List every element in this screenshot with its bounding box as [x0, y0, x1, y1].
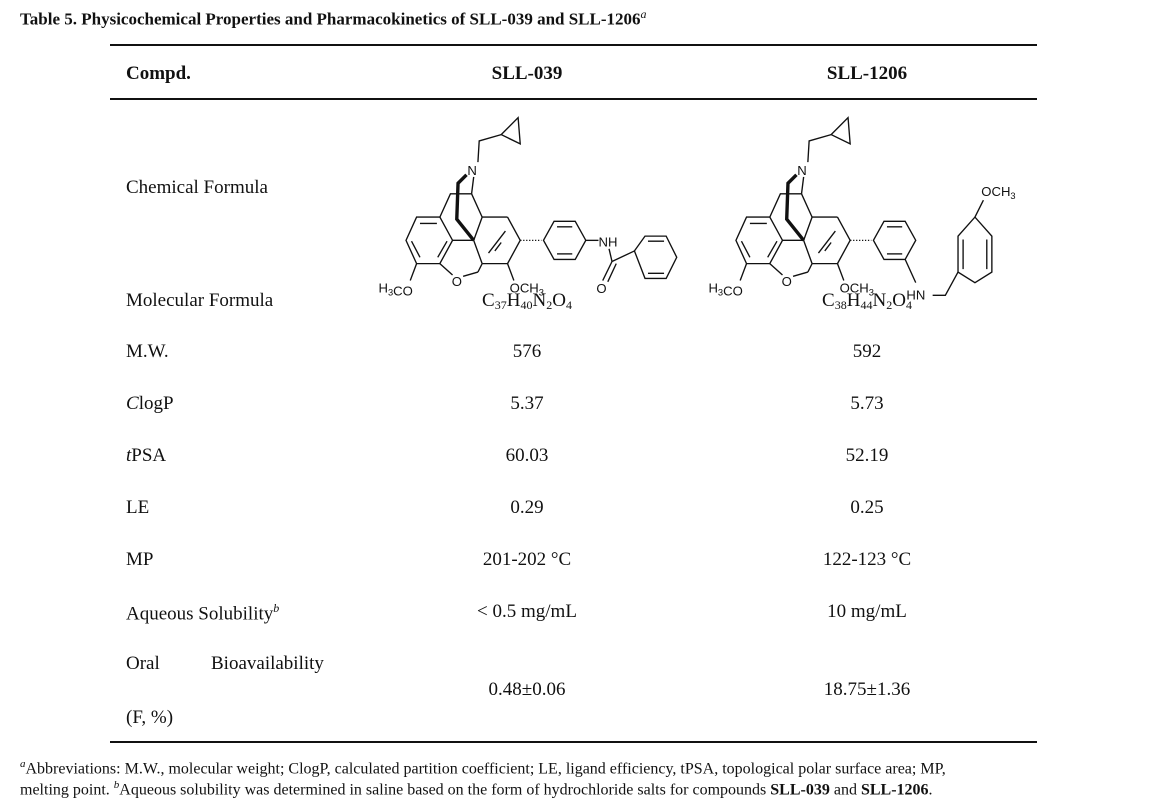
table-title: Table 5. Physicochemical Properties and … — [20, 7, 647, 29]
bioavailability-sll1206: 18.75±1.36 — [823, 679, 911, 700]
footnote-a: aAbbreviations: M.W., molecular weight; … — [20, 758, 946, 778]
row-label-f-percent: (F, %) — [126, 707, 174, 728]
solubility-sll039: < 0.5 mg/mL — [477, 601, 577, 622]
header-rule — [110, 98, 1037, 100]
row-label-tpsa: tPSA — [126, 445, 167, 466]
mw-sll1206: 592 — [852, 341, 882, 362]
row-label-chemical-formula: Chemical Formula — [126, 177, 268, 198]
row-label-mw: M.W. — [126, 341, 169, 362]
mp-sll039: 201-202 °C — [482, 549, 572, 570]
row-label-mp: MP — [126, 549, 154, 570]
n-atom: N — [467, 163, 476, 178]
bioavailability-sll039: 0.48±0.06 — [488, 679, 566, 700]
structure-sll039: N O H3CO OCH3 NH O — [379, 115, 678, 298]
row-label-le: LE — [126, 497, 150, 518]
hn-group: HN — [906, 288, 925, 303]
footnote-b: melting point. bAqueous solubility was d… — [20, 779, 933, 799]
methoxy-left: H3CO — [708, 280, 742, 298]
n-atom: N — [797, 163, 806, 178]
mf-sll1206: C38H44N2O4 — [822, 290, 912, 312]
mw-sll039: 576 — [512, 341, 542, 362]
o-atom: O — [452, 274, 462, 289]
carbonyl-o: O — [596, 281, 606, 296]
header-sll039: SLL-039 — [491, 63, 563, 84]
tpsa-sll1206: 52.19 — [845, 445, 889, 466]
header-compd: Compd. — [126, 63, 191, 84]
top-rule — [110, 44, 1037, 46]
nh-group: NH — [598, 235, 617, 250]
structure-sll1206: N O H3CO OCH3 HN OCH3 — [708, 115, 1016, 303]
o-atom: O — [782, 274, 792, 289]
le-sll1206: 0.25 — [850, 497, 884, 518]
bottom-rule — [110, 741, 1037, 743]
row-label-clogp: ClogP — [126, 393, 174, 414]
solubility-sll1206: 10 mg/mL — [827, 601, 907, 622]
row-label-bioavailability: Bioavailability — [211, 653, 324, 674]
header-sll1206: SLL-1206 — [826, 63, 908, 84]
tpsa-sll039: 60.03 — [505, 445, 549, 466]
mp-sll1206: 122-123 °C — [822, 549, 912, 570]
methoxy-left: H3CO — [379, 280, 413, 298]
row-label-oral: Oral — [126, 653, 160, 674]
clogp-sll1206: 5.73 — [850, 393, 884, 414]
row-label-solubility: Aqueous Solubilityb — [126, 601, 280, 625]
methoxy-para: OCH3 — [981, 184, 1015, 201]
methoxy-right: OCH3 — [510, 280, 544, 297]
mf-sll039: C37H40N2O4 — [482, 290, 572, 312]
methoxy-right: OCH3 — [840, 280, 874, 297]
row-label-molecular-formula: Molecular Formula — [126, 290, 274, 311]
le-sll039: 0.29 — [510, 497, 544, 518]
clogp-sll039: 5.37 — [510, 393, 544, 414]
chemical-structures: N O H3CO OCH3 NH O N O H3CO OCH3 HN OCH3 — [379, 115, 1016, 303]
